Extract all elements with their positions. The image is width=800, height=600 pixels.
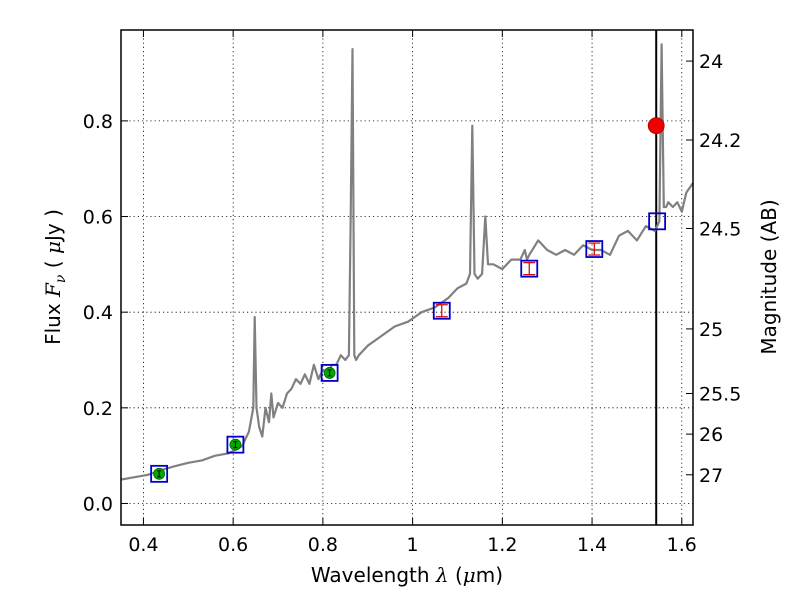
y-axis-label: Flux Fν ( μJy ) [41, 209, 69, 345]
plot-frame [120, 29, 694, 526]
y2-tick-label: 26 [699, 424, 723, 446]
model-square [226, 435, 245, 454]
y2-tick-label: 24.5 [699, 218, 741, 240]
y-axis: 0.0 0.2 0.4 0.6 0.8 [83, 111, 128, 515]
x-tick-label: 0.8 [308, 534, 338, 556]
y-tick-label: 0.8 [83, 111, 113, 133]
y2-tick-label: 24 [699, 51, 723, 73]
model-square [150, 464, 169, 483]
y2-tick-label: 25.5 [699, 383, 741, 405]
y2-axis-label: Magnitude (AB) [757, 199, 781, 354]
spectrum-polyline [120, 43, 694, 481]
x-tick-label: 1 [407, 534, 419, 556]
model-square [320, 364, 339, 382]
x-tick-label: 0.6 [218, 534, 248, 556]
y2-tick-label: 24.2 [699, 130, 741, 152]
model-square [648, 212, 667, 231]
y2-tick-label: 25 [699, 319, 723, 341]
model-square [585, 240, 604, 258]
grid [121, 30, 693, 525]
y-tick-label: 0.4 [83, 302, 113, 324]
y-tick-label: 0.2 [83, 398, 113, 420]
x-tick-label: 0.4 [128, 534, 158, 556]
x-tick-label: 1.6 [667, 534, 697, 556]
x-tick-label: 1.4 [577, 534, 607, 556]
highlight-point [647, 117, 665, 135]
x-axis-label: Wavelength λ (μm) [311, 563, 503, 587]
y2-axis: 24 24.2 24.5 25 25.5 26 27 [686, 51, 741, 487]
markers [150, 117, 667, 483]
y-tick-label: 0.0 [83, 493, 113, 515]
y2-tick-label: 27 [699, 465, 723, 487]
x-tick-label: 1.2 [487, 534, 517, 556]
spectrum-line [120, 43, 694, 481]
model-square [432, 301, 451, 320]
model-square [520, 259, 539, 278]
y-tick-label: 0.6 [83, 207, 113, 229]
x-axis: 0.4 0.6 0.8 1 1.2 1.4 1.6 [128, 30, 697, 556]
